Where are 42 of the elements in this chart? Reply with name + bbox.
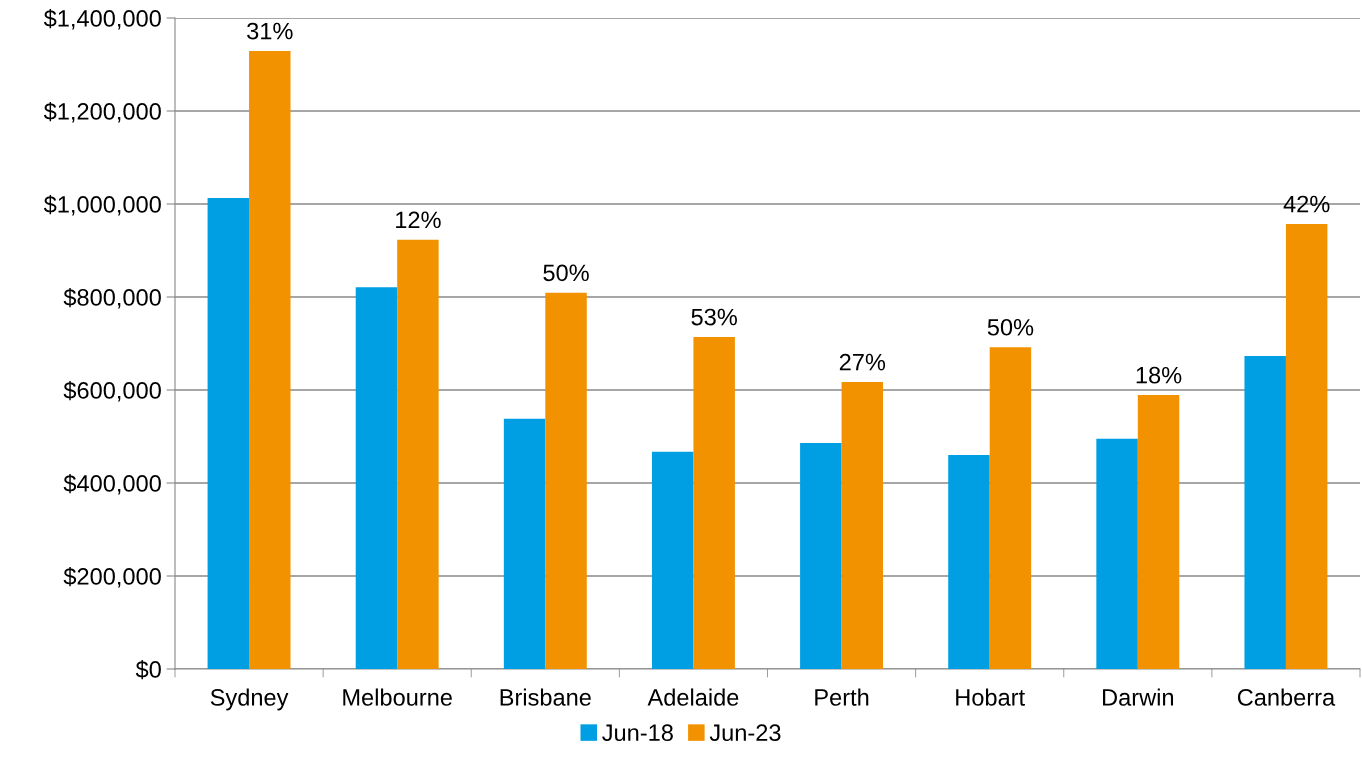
bar (503, 418, 546, 669)
y-tick-label: $200,000 (63, 567, 161, 588)
y-tick-label: $800,000 (63, 288, 161, 309)
x-tick-label: Adelaide (647, 688, 739, 706)
legend-label: Jun-23 (709, 724, 781, 742)
annotation: 18% (1136, 366, 1182, 384)
bar (1137, 395, 1180, 669)
x-tick-label: Sydney (210, 688, 289, 711)
bar (989, 347, 1032, 669)
bar (1244, 356, 1286, 669)
legend-label: Jun-18 (602, 724, 673, 742)
bar (693, 336, 735, 669)
annotation: 53% (691, 308, 737, 326)
y-tick-label: $1,400,000 (43, 9, 161, 30)
annotation: 42% (1283, 195, 1330, 213)
bar (355, 287, 398, 669)
bar (1096, 438, 1138, 669)
annotation: 50% (987, 318, 1034, 336)
y-tick-label: $0 (135, 660, 161, 680)
annotation: 50% (543, 264, 589, 282)
x-tick-label: Melbourne (343, 688, 452, 706)
y-tick-label: $400,000 (63, 474, 161, 495)
bar (948, 455, 990, 669)
x-tick-label: Hobart (956, 688, 1025, 706)
bar (1285, 224, 1328, 669)
annotation: 31% (247, 22, 293, 40)
bar (545, 292, 587, 669)
bar (651, 451, 694, 669)
x-tick-label: Brisbane (500, 688, 591, 706)
bar (397, 239, 439, 669)
bar (249, 51, 291, 669)
x-tick-label: Canberra (1237, 688, 1336, 706)
bar (800, 443, 842, 669)
y-tick-label: $1,000,000 (43, 195, 161, 216)
bar (207, 197, 250, 669)
annotation: 12% (396, 211, 441, 229)
y-tick-label: $600,000 (63, 381, 161, 402)
annotation: 27% (839, 353, 886, 371)
x-tick-label: Darwin (1103, 688, 1174, 706)
bar (841, 382, 884, 669)
x-tick-label: Perth (815, 688, 869, 706)
y-tick-label: $1,200,000 (43, 102, 161, 123)
